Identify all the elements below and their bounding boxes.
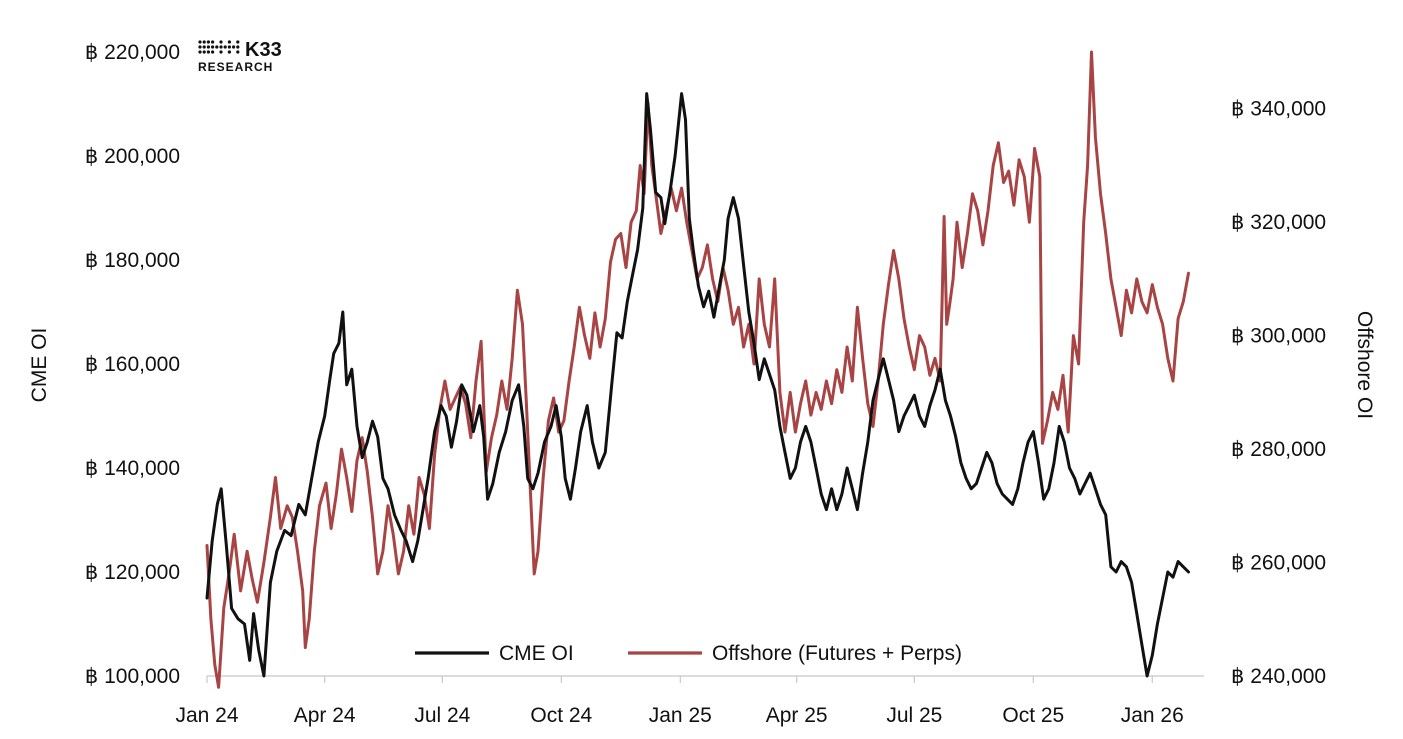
right-tick-label: ฿ 340,000 (1231, 98, 1326, 121)
right-tick-label: ฿ 300,000 (1231, 325, 1326, 348)
right-tick-label: ฿ 320,000 (1231, 211, 1326, 234)
x-tick-label: Jan 26 (1121, 704, 1184, 727)
x-tick-label: Oct 25 (1002, 704, 1064, 727)
x-tick-label: Jan 24 (175, 704, 238, 727)
left-tick-label: ฿ 140,000 (85, 457, 180, 480)
logo-dot (206, 45, 210, 49)
left-tick-label: ฿ 100,000 (85, 665, 180, 688)
x-tick-label: Apr 24 (294, 704, 356, 727)
left-tick-label: ฿ 200,000 (85, 145, 180, 168)
left-tick-label: ฿ 220,000 (85, 41, 180, 64)
x-axis-ticks: Jan 24 Apr 24 Jul 24 Oct 24 Jan 25 Apr 25 Jul … (175, 676, 1184, 727)
x-tick-label: Apr 25 (766, 704, 828, 727)
logo-dot (198, 45, 202, 49)
logo-dot (223, 45, 227, 49)
left-tick-label: ฿ 180,000 (85, 249, 180, 272)
logo-sub-text: RESEARCH (198, 60, 273, 74)
logo-dot (206, 50, 210, 54)
logo-dot (227, 40, 231, 44)
legend-label-cme: CME OI (499, 642, 574, 665)
k33-research-logo: K33 RESEARCH (198, 39, 282, 74)
right-axis-ticks: ฿ 240,000 ฿ 260,000 ฿ 280,000 ฿ 300,000 ฿ 32… (1231, 98, 1326, 688)
series-line-cme-oi (205, 92, 1190, 678)
logo-dot (219, 45, 223, 49)
logo-dot (219, 50, 223, 54)
x-tick-label: Jan 25 (649, 704, 712, 727)
logo-dot (211, 45, 215, 49)
x-tick-label: Jul 24 (414, 704, 470, 727)
left-tick-label: ฿ 120,000 (85, 561, 180, 584)
logo-dot (198, 40, 202, 44)
right-tick-label: ฿ 240,000 (1231, 665, 1326, 688)
logo-dot (206, 40, 210, 44)
legend-label-offshore: Offshore (Futures + Perps) (712, 642, 962, 665)
right-tick-label: ฿ 280,000 (1231, 438, 1326, 461)
logo-dot (202, 40, 206, 44)
logo-dot (198, 50, 202, 54)
logo-dot (236, 40, 240, 44)
logo-dot (227, 50, 231, 54)
logo-dot (202, 50, 206, 54)
series-layer (205, 50, 1190, 689)
logo-dot (215, 45, 219, 49)
logo-dot (211, 50, 215, 54)
left-tick-label: ฿ 160,000 (85, 353, 180, 376)
right-axis-title: Offshore OI (1353, 311, 1376, 419)
legend: CME OI Offshore (Futures + Perps) (415, 642, 962, 665)
series-line-offshore (205, 50, 1190, 689)
logo-main-text: K33 (245, 39, 282, 61)
right-tick-label: ฿ 260,000 (1231, 552, 1326, 575)
left-axis-ticks: ฿ 100,000 ฿ 120,000 ฿ 140,000 ฿ 160,000 ฿ 18… (85, 41, 180, 688)
logo-dot (219, 40, 223, 44)
dot-grid-logo-icon (198, 40, 240, 54)
left-axis-title: CME OI (28, 328, 51, 403)
x-tick-label: Jul 25 (886, 704, 942, 727)
logo-dot (236, 50, 240, 54)
x-tick-label: Oct 24 (530, 704, 592, 727)
logo-dot (202, 45, 206, 49)
logo-dot (211, 40, 215, 44)
logo-dot (227, 45, 231, 49)
logo-dot (236, 45, 240, 49)
logo-dot (232, 45, 236, 49)
